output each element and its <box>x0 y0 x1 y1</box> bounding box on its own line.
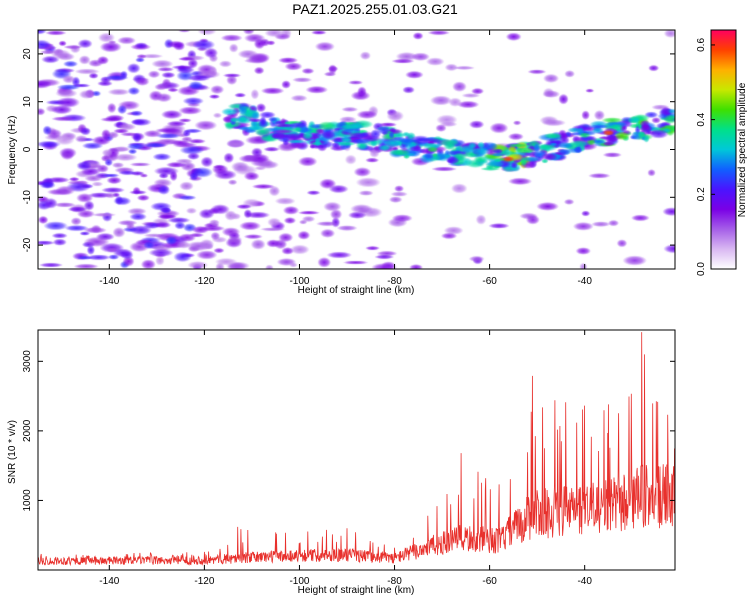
snr-panel: -140 -120 -100 -80 -60 -40 1000 2000 3000 Heigh… <box>7 329 676 596</box>
spectrogram-y-axis: -20 -10 0 10 20 <box>22 48 675 252</box>
spectrogram-xtick-label: -80 <box>387 276 402 287</box>
chart-title: PAZ1.2025.255.01.03.G21 <box>292 1 458 17</box>
spectrogram-x-label: Height of straight line (km) <box>298 285 415 296</box>
colorbar-tick-label: 0.6 <box>696 38 707 52</box>
snr-xtick-label: -140 <box>99 576 119 587</box>
spectrogram-y-label: Frequency (Hz) <box>7 116 18 185</box>
snr-xtick-label: -120 <box>194 576 214 587</box>
snr-xtick-label: -100 <box>289 576 309 587</box>
spectrogram-ytick-label: -10 <box>22 190 33 205</box>
spectrogram-ytick-label: 10 <box>22 96 33 108</box>
snr-ytick-label: 1000 <box>22 489 33 512</box>
colorbar-gradient <box>710 29 737 270</box>
spectrogram-xtick-label: -120 <box>194 276 214 287</box>
colorbar: 0.0 0.2 0.4 0.6 Normalized spectral amplitu… <box>696 29 748 276</box>
spectrogram-ytick-label: -20 <box>22 237 33 252</box>
snr-frame <box>37 329 676 571</box>
colorbar-label: Normalized spectral amplitude <box>737 82 748 217</box>
snr-series-line <box>38 332 675 567</box>
colorbar-tick-label: 0.2 <box>696 187 707 201</box>
snr-xtick-label: -60 <box>482 576 497 587</box>
snr-y-axis: 1000 2000 3000 <box>22 350 675 512</box>
spectrogram-xtick-label: -100 <box>289 276 309 287</box>
colorbar-ticks: 0.0 0.2 0.4 0.6 <box>696 38 715 276</box>
snr-y-label: SNR (10 * v/v) <box>7 420 18 484</box>
colorbar-tick-label: 0.0 <box>696 262 707 276</box>
spectrogram-ytick-label: 0 <box>22 146 33 152</box>
spectrogram-xtick-label: -40 <box>577 276 592 287</box>
spectrogram-xtick-label: -140 <box>99 276 119 287</box>
spectrogram-xtick-label: -60 <box>482 276 497 287</box>
snr-x-label: Height of straight line (km) <box>298 585 415 596</box>
spectrogram-heatmap <box>38 30 675 269</box>
snr-xtick-label: -40 <box>577 576 592 587</box>
snr-x-axis: -140 -120 -100 -80 -60 -40 <box>99 330 592 587</box>
snr-xtick-label: -80 <box>387 576 402 587</box>
colorbar-tick-label: 0.4 <box>696 112 707 126</box>
snr-ytick-label: 3000 <box>22 350 33 373</box>
spectrogram-ytick-label: 20 <box>22 48 33 60</box>
snr-ytick-label: 2000 <box>22 419 33 442</box>
spectrogram-x-axis: -140 -120 -100 -80 -60 -40 <box>99 30 592 287</box>
